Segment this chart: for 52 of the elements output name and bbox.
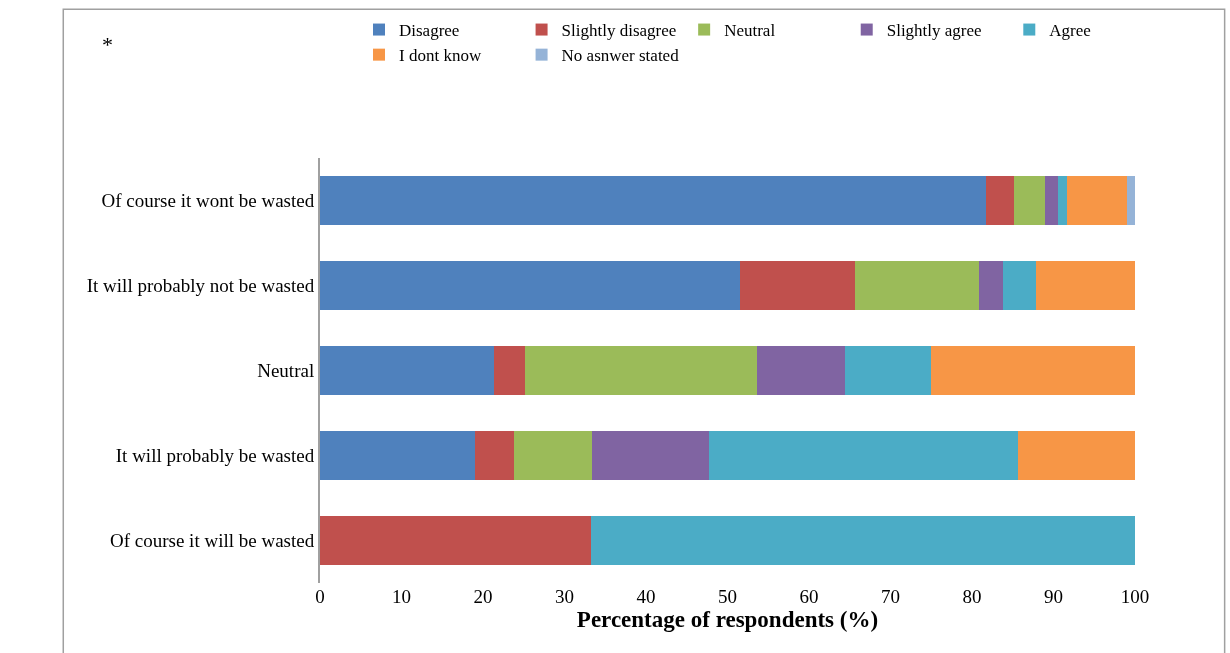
bar xyxy=(985,176,1014,225)
y-tick-label: It will probably be wasted xyxy=(115,445,315,467)
x-tick-label: 10 xyxy=(392,586,411,607)
y-tick-label: Of course it wont be wasted xyxy=(101,190,315,212)
bar xyxy=(320,346,495,395)
x-tick-label: 90 xyxy=(1044,586,1063,607)
bar xyxy=(1044,176,1058,225)
bar xyxy=(494,346,525,395)
legend-label: Slightly disagree xyxy=(561,21,677,41)
bar xyxy=(739,261,856,310)
bar xyxy=(320,431,475,480)
x-tick-label: 60 xyxy=(799,586,819,607)
bar xyxy=(1057,176,1067,225)
bar xyxy=(1002,261,1037,310)
x-tick-label: 20 xyxy=(473,586,493,607)
y-tick-label: Neutral xyxy=(257,360,315,382)
bar xyxy=(474,431,514,480)
bar xyxy=(844,346,932,395)
bar xyxy=(592,431,709,480)
bar xyxy=(1018,431,1135,480)
x-tick-label: 40 xyxy=(636,586,656,607)
y-tick-label: It will probably not be wasted xyxy=(86,275,315,297)
x-tick-label: 0 xyxy=(315,586,325,607)
bar xyxy=(513,431,593,480)
legend-label: No asnwer stated xyxy=(561,46,680,66)
legend-label: Agree xyxy=(1049,21,1091,41)
x-tick-label: 50 xyxy=(718,586,737,607)
bar xyxy=(931,346,1135,395)
legend-label: Neutral xyxy=(724,21,776,41)
bar xyxy=(524,346,757,395)
bar xyxy=(708,431,1019,480)
legend-label: Disagree xyxy=(399,21,460,41)
bar xyxy=(756,346,845,395)
y-tick-label: Of course it will be wasted xyxy=(110,530,315,552)
bar xyxy=(1036,261,1135,310)
bar xyxy=(979,261,1003,310)
x-tick-label: 80 xyxy=(962,586,982,607)
legend-label: I dont know xyxy=(399,46,482,66)
bar xyxy=(320,261,740,310)
bar xyxy=(591,516,1135,565)
bar xyxy=(1013,176,1045,225)
bar xyxy=(320,516,592,565)
bar xyxy=(1126,176,1135,225)
bar xyxy=(320,176,986,225)
legend-label: Slightly agree xyxy=(886,21,982,41)
text: * xyxy=(102,32,113,57)
x-tick-label: 30 xyxy=(555,586,574,607)
x-axis-title: Percentage of respondents (%) xyxy=(576,607,879,632)
bar xyxy=(1066,176,1127,225)
bar xyxy=(855,261,980,310)
x-tick-label: 70 xyxy=(881,586,900,607)
x-tick-label: 100 xyxy=(1120,586,1150,607)
